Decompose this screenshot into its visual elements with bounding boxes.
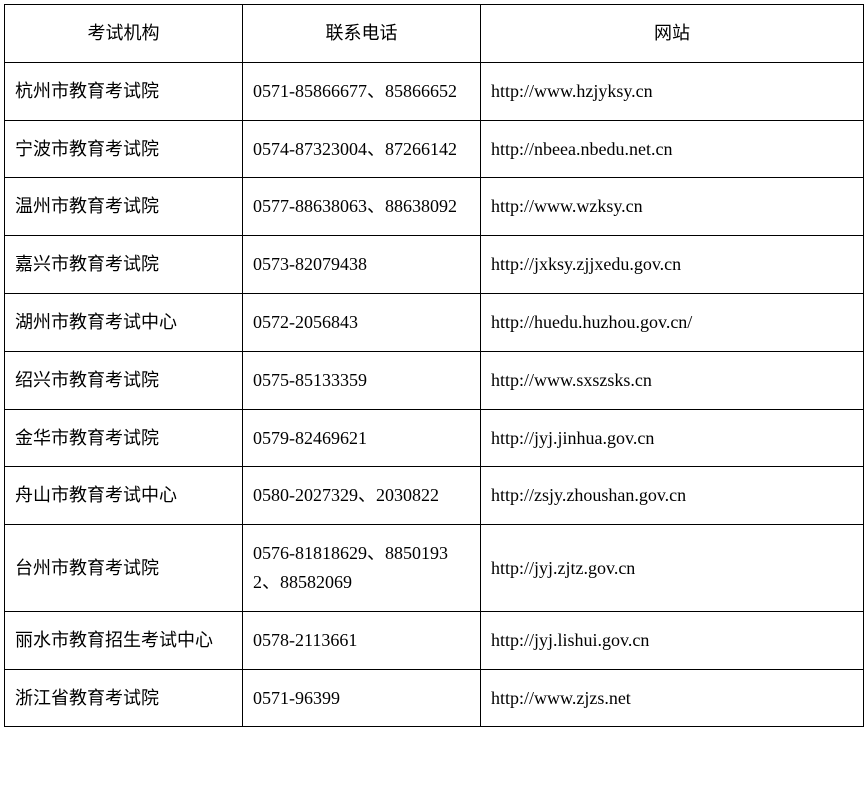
table-row: 台州市教育考试院 0576-81818629、88501932、88582069… xyxy=(5,525,864,612)
cell-site: http://jyj.zjtz.gov.cn xyxy=(481,525,864,612)
table-row: 浙江省教育考试院 0571-96399 http://www.zjzs.net xyxy=(5,669,864,727)
cell-site: http://www.sxszsks.cn xyxy=(481,351,864,409)
cell-phone: 0573-82079438 xyxy=(243,236,481,294)
exam-institutions-table: 考试机构 联系电话 网站 杭州市教育考试院 0571-85866677、8586… xyxy=(4,4,864,727)
cell-phone: 0571-85866677、85866652 xyxy=(243,62,481,120)
cell-phone: 0578-2113661 xyxy=(243,611,481,669)
table-row: 舟山市教育考试中心 0580-2027329、2030822 http://zs… xyxy=(5,467,864,525)
cell-org: 嘉兴市教育考试院 xyxy=(5,236,243,294)
cell-site: http://www.hzjyksy.cn xyxy=(481,62,864,120)
cell-site: http://jyj.lishui.gov.cn xyxy=(481,611,864,669)
table-row: 杭州市教育考试院 0571-85866677、85866652 http://w… xyxy=(5,62,864,120)
cell-org: 杭州市教育考试院 xyxy=(5,62,243,120)
table-header-row: 考试机构 联系电话 网站 xyxy=(5,5,864,63)
cell-site: http://nbeea.nbedu.net.cn xyxy=(481,120,864,178)
cell-phone: 0571-96399 xyxy=(243,669,481,727)
cell-phone: 0580-2027329、2030822 xyxy=(243,467,481,525)
cell-org: 丽水市教育招生考试中心 xyxy=(5,611,243,669)
cell-phone: 0575-85133359 xyxy=(243,351,481,409)
col-header-site: 网站 xyxy=(481,5,864,63)
table-body: 杭州市教育考试院 0571-85866677、85866652 http://w… xyxy=(5,62,864,727)
cell-site: http://huedu.huzhou.gov.cn/ xyxy=(481,293,864,351)
cell-site: http://jyj.jinhua.gov.cn xyxy=(481,409,864,467)
cell-site: http://www.wzksy.cn xyxy=(481,178,864,236)
col-header-org: 考试机构 xyxy=(5,5,243,63)
table-row: 温州市教育考试院 0577-88638063、88638092 http://w… xyxy=(5,178,864,236)
table-row: 绍兴市教育考试院 0575-85133359 http://www.sxszsk… xyxy=(5,351,864,409)
cell-phone: 0579-82469621 xyxy=(243,409,481,467)
table-row: 宁波市教育考试院 0574-87323004、87266142 http://n… xyxy=(5,120,864,178)
cell-site: http://zsjy.zhoushan.gov.cn xyxy=(481,467,864,525)
cell-org: 温州市教育考试院 xyxy=(5,178,243,236)
cell-site: http://jxksy.zjjxedu.gov.cn xyxy=(481,236,864,294)
cell-org: 浙江省教育考试院 xyxy=(5,669,243,727)
col-header-phone: 联系电话 xyxy=(243,5,481,63)
cell-org: 台州市教育考试院 xyxy=(5,525,243,612)
cell-site: http://www.zjzs.net xyxy=(481,669,864,727)
table-row: 嘉兴市教育考试院 0573-82079438 http://jxksy.zjjx… xyxy=(5,236,864,294)
table-row: 金华市教育考试院 0579-82469621 http://jyj.jinhua… xyxy=(5,409,864,467)
table-row: 湖州市教育考试中心 0572-2056843 http://huedu.huzh… xyxy=(5,293,864,351)
cell-org: 宁波市教育考试院 xyxy=(5,120,243,178)
cell-org: 金华市教育考试院 xyxy=(5,409,243,467)
cell-org: 舟山市教育考试中心 xyxy=(5,467,243,525)
cell-phone: 0576-81818629、88501932、88582069 xyxy=(243,525,481,612)
table-row: 丽水市教育招生考试中心 0578-2113661 http://jyj.lish… xyxy=(5,611,864,669)
cell-phone: 0572-2056843 xyxy=(243,293,481,351)
cell-org: 绍兴市教育考试院 xyxy=(5,351,243,409)
cell-org: 湖州市教育考试中心 xyxy=(5,293,243,351)
cell-phone: 0574-87323004、87266142 xyxy=(243,120,481,178)
cell-phone: 0577-88638063、88638092 xyxy=(243,178,481,236)
